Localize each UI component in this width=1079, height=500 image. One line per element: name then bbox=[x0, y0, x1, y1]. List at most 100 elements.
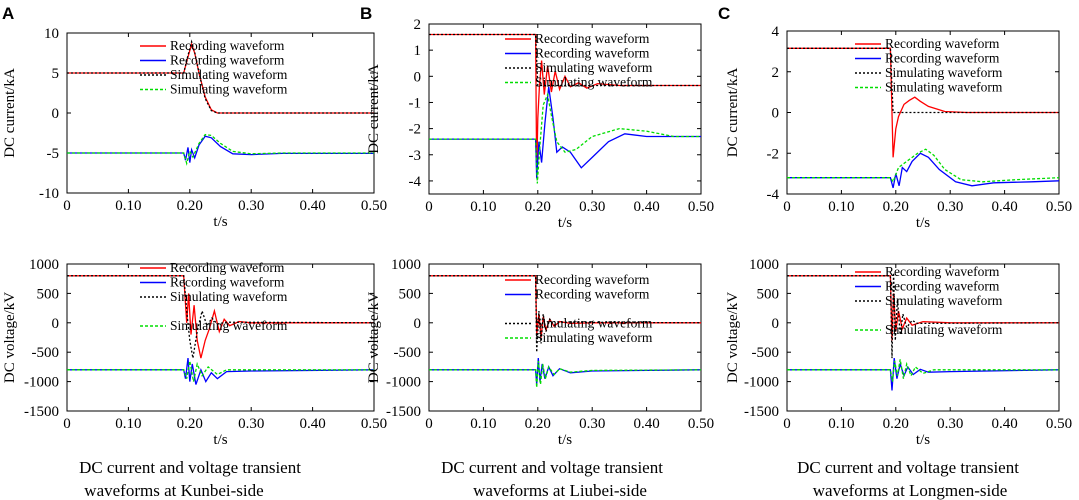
plot-liubei-current: 210-1-2-3-40 0.10 0.20 0.30 0.40 0.50t/sDC cu… bbox=[366, 17, 714, 231]
plot-3-xtick-label: 0.50 bbox=[1046, 199, 1072, 215]
plot-2-ytick-label: -2 bbox=[409, 122, 422, 138]
plot-6-ytick-label: 1000 bbox=[749, 257, 779, 273]
plot-3-ytick-label: 2 bbox=[772, 65, 780, 81]
plot-6-ytick-label: -1500 bbox=[744, 404, 779, 420]
plot-5-legend-label: Simulating waveform bbox=[535, 330, 653, 345]
plot-6-series-3 bbox=[787, 272, 1060, 359]
plot-4-series-3 bbox=[67, 275, 375, 359]
plot-1-xtick-label: 0.40 bbox=[299, 198, 325, 214]
plot-4-xtick-label: 0.20 bbox=[177, 416, 203, 432]
plot-1-legend-label: Recording waveform bbox=[170, 38, 285, 53]
plot-6-series-2 bbox=[787, 358, 1060, 391]
plot-1-legend-label: Simulating waveform bbox=[170, 82, 288, 97]
plot-3-legend-label: Recording waveform bbox=[885, 36, 1000, 51]
plot-4-xtick-label: 0.50 bbox=[361, 416, 387, 432]
plot-2-legend-label: Simulating waveform bbox=[535, 75, 653, 90]
plot-3-ylabel: DC current/kA bbox=[725, 68, 741, 158]
plot-1-legend-label: Simulating waveform bbox=[170, 67, 288, 82]
plot-3-xtick-label: 0.40 bbox=[991, 199, 1017, 215]
plot-4-xtick-label: 0.30 bbox=[238, 416, 264, 432]
plot-3-xlabel: t/s bbox=[916, 215, 930, 231]
plot-1-xtick-label: 0.10 bbox=[115, 198, 141, 214]
plot-5-ylabel: DC voltage/kV bbox=[366, 292, 382, 383]
plot-4-ytick-label: -1000 bbox=[24, 375, 59, 391]
panel-letter-a: A bbox=[2, 4, 14, 23]
plot-5-ytick-label: 0 bbox=[414, 316, 422, 332]
plot-2-ylabel: DC current/kA bbox=[366, 64, 382, 154]
plot-4-xtick-label: 0.40 bbox=[299, 416, 325, 432]
plot-6-legend-label: Recording waveform bbox=[885, 279, 1000, 294]
plot-2-legend-label: Recording waveform bbox=[535, 31, 650, 46]
plot-6-ytick-label: -1000 bbox=[744, 375, 779, 391]
plot-4-ytick-label: 0 bbox=[52, 316, 60, 332]
plot-2-ytick-label: -4 bbox=[409, 174, 422, 190]
plot-4-xtick-label: 0.10 bbox=[115, 416, 141, 432]
plot-4-xtick-label: 0 bbox=[63, 416, 71, 432]
plot-2-ytick-label: -1 bbox=[409, 95, 422, 111]
plot-2-xtick-label: 0.10 bbox=[470, 199, 496, 215]
plot-6-xtick-label: 0 bbox=[783, 416, 791, 432]
plot-4-xlabel: t/s bbox=[213, 432, 227, 448]
plot-2-xtick-label: 0.30 bbox=[579, 199, 605, 215]
plot-1-xtick-label: 0.30 bbox=[238, 198, 264, 214]
plot-1-xtick-label: 0.20 bbox=[177, 198, 203, 214]
plot-1-xtick-label: 0 bbox=[63, 198, 71, 214]
plot-1-ylabel: DC current/kA bbox=[2, 68, 18, 158]
plot-5-ytick-label: 500 bbox=[399, 286, 422, 302]
plot-2-xtick-label: 0.40 bbox=[633, 199, 659, 215]
plot-3-xtick-label: 0.20 bbox=[883, 199, 909, 215]
plot-2-ytick-label: 2 bbox=[414, 17, 422, 33]
plot-1-series-4 bbox=[67, 133, 374, 166]
plot-4-ytick-label: -1500 bbox=[24, 404, 59, 420]
caption-longmen-line1: DC current and voltage transient bbox=[797, 458, 1019, 477]
caption-kunbei-line1: DC current and voltage transient bbox=[79, 458, 301, 477]
panel-letter-b: B bbox=[360, 4, 372, 23]
plot-3-ytick-label: -4 bbox=[767, 187, 780, 203]
plot-3-series-4 bbox=[787, 148, 1060, 184]
plot-6-ytick-label: 0 bbox=[772, 316, 780, 332]
plot-2-series-1 bbox=[429, 33, 701, 176]
plot-3-ytick-label: 4 bbox=[772, 24, 780, 40]
plot-4-series-1 bbox=[67, 275, 374, 359]
plot-5-series-3 bbox=[429, 275, 702, 353]
plot-6-xlabel: t/s bbox=[916, 432, 930, 448]
plot-4-ytick-label: 500 bbox=[37, 286, 60, 302]
plot-5-xtick-label: 0.50 bbox=[688, 416, 714, 432]
plot-2-series-2 bbox=[429, 86, 701, 179]
plot-6-frame bbox=[786, 263, 1060, 412]
caption-liubei-line1: DC current and voltage transient bbox=[441, 458, 663, 477]
panel-letter-c: C bbox=[718, 4, 730, 23]
plot-5-xlabel: t/s bbox=[558, 432, 572, 448]
plot-3-legend-label: Recording waveform bbox=[885, 51, 1000, 66]
plot-5-legend-label: Recording waveform bbox=[535, 287, 650, 302]
plot-1-ytick-label: 5 bbox=[52, 66, 60, 82]
plot-6-legend-label: Simulating waveform bbox=[885, 293, 1003, 308]
caption-liubei-line2: waveforms at Liubei-side bbox=[473, 481, 647, 500]
plot-1-series-2 bbox=[67, 135, 374, 163]
plot-3-ytick-label: -2 bbox=[767, 146, 780, 162]
plot-1-ytick-label: 10 bbox=[44, 26, 59, 42]
plot-4-ytick-label: -500 bbox=[32, 345, 60, 361]
plot-4-legend-label: Simulating waveform bbox=[170, 318, 288, 333]
plot-3-ytick-label: 0 bbox=[772, 106, 780, 122]
plot-3-legend-label: Simulating waveform bbox=[885, 80, 1003, 95]
plot-1-ytick-label: -10 bbox=[39, 186, 59, 202]
plot-2-series-3 bbox=[429, 33, 701, 87]
plot-5-legend-label: Simulating waveform bbox=[535, 316, 653, 331]
plot-4-frame bbox=[66, 263, 375, 412]
plot-3-xtick-label: 0.30 bbox=[937, 199, 963, 215]
plot-2-frame bbox=[428, 23, 702, 195]
plot-3-series-1 bbox=[787, 47, 1059, 158]
plot-3-xtick-label: 0.10 bbox=[828, 199, 854, 215]
plot-6-ytick-label: -500 bbox=[752, 345, 780, 361]
plot-4-legend-label: Recording waveform bbox=[170, 275, 285, 290]
plot-1-ytick-label: -5 bbox=[47, 146, 60, 162]
plot-4-legend-label: Simulating waveform bbox=[170, 289, 288, 304]
plot-1-series-3 bbox=[67, 39, 374, 114]
plot-5-ytick-label: -1000 bbox=[386, 375, 421, 391]
